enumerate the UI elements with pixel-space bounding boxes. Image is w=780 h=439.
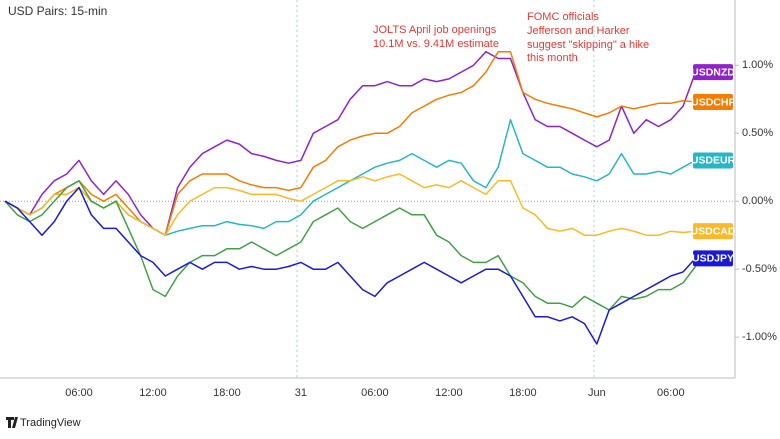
series-label-text: USDNZD	[691, 66, 735, 78]
series-label-text: USDCHF	[691, 96, 735, 108]
y-tick-label: 0.50%	[742, 127, 773, 139]
series-label: USDEUR	[691, 152, 736, 169]
series-label: USDJPY	[692, 250, 734, 267]
series-label-box	[693, 93, 733, 110]
series-label: USDCAD	[691, 223, 736, 240]
x-tick-label: 12:00	[139, 387, 167, 399]
annotation: this month	[527, 52, 578, 64]
y-tick-label: 0.00%	[742, 195, 773, 207]
series-label: USDNZD	[691, 64, 735, 81]
series-line	[4, 50, 697, 236]
series-label: USDCHF	[691, 93, 735, 110]
annotation: JOLTS April job openings	[373, 24, 497, 36]
logo: TradingView	[6, 417, 81, 429]
series-label-text: USDJPY	[692, 253, 734, 265]
series-line	[4, 180, 697, 311]
x-tick-label: Jun	[588, 387, 606, 399]
annotation: FOMC officials	[527, 11, 599, 23]
x-tick-label: 18:00	[213, 387, 241, 399]
x-tick-label: 12:00	[435, 387, 463, 399]
series-line	[4, 186, 697, 345]
x-tick-label: 06:00	[361, 387, 389, 399]
series-label-box	[693, 152, 733, 169]
x-tick-label: 06:00	[65, 387, 93, 399]
chart-title: USD Pairs: 15-min	[8, 4, 107, 18]
x-tick-label: 18:00	[509, 387, 537, 399]
x-tick-label: 06:00	[657, 387, 685, 399]
annotation: 10.1M vs. 9.41M estimate	[373, 38, 499, 50]
series-label-box	[693, 64, 733, 81]
y-tick-label: 1.00%	[742, 59, 773, 71]
series-label-text: USDCAD	[691, 225, 736, 237]
series-label-box	[693, 250, 733, 267]
y-tick-label: -0.50%	[742, 263, 777, 275]
annotation: Jefferson and Harker	[527, 25, 630, 37]
source: TradingView	[20, 417, 81, 429]
y-tick-label: -1.00%	[742, 331, 777, 343]
annotation: suggest "skipping" a hike	[527, 39, 649, 51]
x-tick-label: 31	[295, 387, 307, 399]
series-label-box	[693, 223, 733, 240]
series-line	[4, 50, 696, 236]
series-label-text: USDEUR	[691, 155, 736, 167]
series-line	[4, 173, 696, 236]
